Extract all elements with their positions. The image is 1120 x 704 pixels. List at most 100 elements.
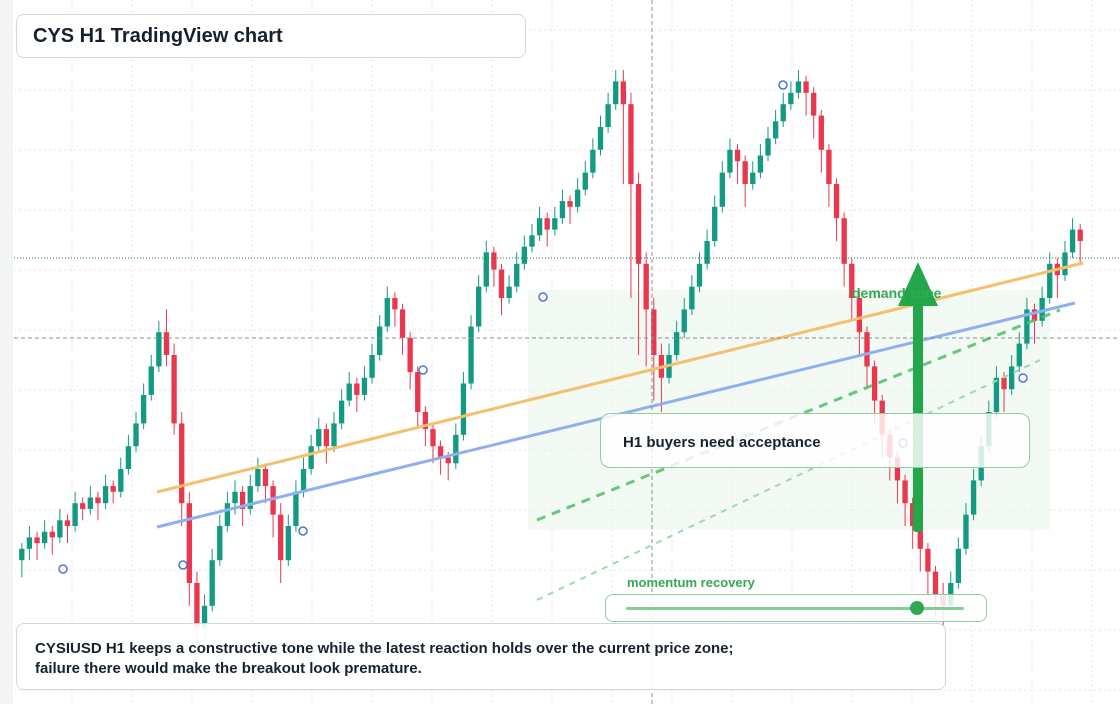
signal-marker — [178, 560, 188, 570]
candle-bullish — [597, 127, 604, 150]
candle-bullish — [772, 121, 779, 139]
candle-bearish — [171, 355, 177, 424]
candle-bearish — [392, 298, 398, 310]
momentum-label: momentum recovery — [627, 575, 755, 590]
candle-bullish — [41, 531, 48, 544]
candle-bearish — [194, 583, 200, 629]
candle-bullish — [217, 526, 223, 561]
analysis-note-panel: CYSIUSD H1 keeps a constructive tone whi… — [16, 623, 946, 690]
candle-bullish — [696, 263, 703, 287]
candle-bullish — [582, 172, 588, 190]
candle-bullish — [590, 149, 596, 173]
signal-marker — [538, 292, 548, 302]
candle-bearish — [110, 486, 116, 492]
candle-bullish — [529, 235, 535, 247]
candle-bearish — [430, 429, 436, 447]
candle-bullish — [460, 383, 467, 435]
candle-bullish — [338, 400, 345, 424]
candle-bearish — [871, 366, 878, 401]
candle-bullish — [224, 503, 231, 526]
candle-bullish — [1047, 263, 1053, 298]
candle-bullish — [757, 155, 764, 173]
candle-bullish — [681, 309, 687, 333]
candle-bearish — [422, 412, 429, 430]
candle-bullish — [300, 469, 307, 492]
demand-zone-label: demand zone — [852, 285, 942, 301]
candle-bullish — [201, 605, 208, 629]
signal-marker — [418, 365, 428, 375]
candle-bearish — [186, 503, 192, 583]
candle-bearish — [270, 486, 276, 515]
candle-bullish — [712, 206, 718, 241]
candle-bearish — [445, 457, 451, 464]
candle-bullish — [468, 326, 474, 384]
candle-bullish — [1016, 343, 1022, 367]
candle-bearish — [902, 480, 908, 504]
candle-bullish — [72, 503, 78, 526]
candle-bearish — [818, 115, 824, 150]
signal-marker — [1018, 373, 1028, 383]
candle-bearish — [910, 503, 916, 526]
candle-bullish — [673, 332, 680, 355]
candle-bearish — [811, 92, 817, 116]
candle-bullish — [26, 537, 33, 549]
candle-bearish — [635, 184, 642, 264]
candle-bearish — [239, 491, 246, 509]
candle-bullish — [209, 560, 215, 606]
candle-bullish — [361, 377, 368, 395]
candle-bullish — [118, 469, 124, 492]
momentum-knob[interactable] — [909, 601, 924, 615]
momentum-slider[interactable] — [605, 594, 987, 622]
candle-bullish — [293, 491, 299, 526]
candle-bullish — [727, 149, 733, 173]
candle-bearish — [925, 548, 931, 572]
candle-bullish — [377, 326, 383, 355]
candle-bullish — [156, 332, 162, 367]
candle-bearish — [399, 309, 406, 338]
left-axis-strip — [0, 0, 13, 704]
candle-bullish — [993, 377, 1000, 412]
callout-text: H1 buyers need acceptance — [623, 434, 821, 451]
candle-bullish — [255, 469, 261, 487]
candle-bullish — [346, 383, 352, 401]
candle-bearish — [278, 514, 284, 561]
signal-markers — [58, 80, 1028, 574]
candle-bearish — [95, 497, 101, 504]
candle-bearish — [491, 252, 497, 270]
candle-bearish — [354, 383, 360, 395]
candle-bearish — [864, 332, 870, 367]
candle-bearish — [833, 184, 840, 219]
candle-bullish — [331, 423, 337, 447]
candle-bullish — [19, 548, 25, 561]
candle-bullish — [689, 286, 695, 310]
candle-bearish — [407, 337, 413, 373]
signal-marker — [778, 80, 788, 90]
candle-bullish — [369, 355, 375, 378]
candle-bearish — [742, 161, 748, 184]
candle-bullish — [483, 252, 489, 287]
candle-bullish — [970, 480, 977, 515]
candle-bullish — [140, 394, 147, 424]
candle-bullish — [232, 491, 238, 504]
candle-bullish — [308, 446, 314, 469]
candle-bearish — [163, 332, 170, 355]
candle-bullish — [285, 526, 291, 561]
candle-bullish — [1069, 229, 1076, 253]
candle-bullish — [506, 286, 512, 298]
candle-bearish — [841, 218, 847, 264]
candle-bearish — [856, 298, 863, 333]
candle-bullish — [125, 446, 132, 469]
candle-bearish — [49, 531, 55, 538]
candle-bullish — [247, 486, 253, 509]
candle-bearish — [917, 526, 923, 549]
candle-bullish — [536, 218, 543, 236]
candle-bullish — [780, 104, 786, 122]
title-panel: CYS H1 TradingView chart — [16, 14, 526, 58]
candle-bearish — [620, 81, 627, 105]
candle-bearish — [437, 446, 444, 458]
candle-bullish — [514, 263, 520, 287]
candle-bearish — [826, 149, 832, 184]
candle-bullish — [955, 548, 962, 583]
candle-bearish — [628, 104, 634, 184]
candle-bearish — [64, 520, 71, 526]
